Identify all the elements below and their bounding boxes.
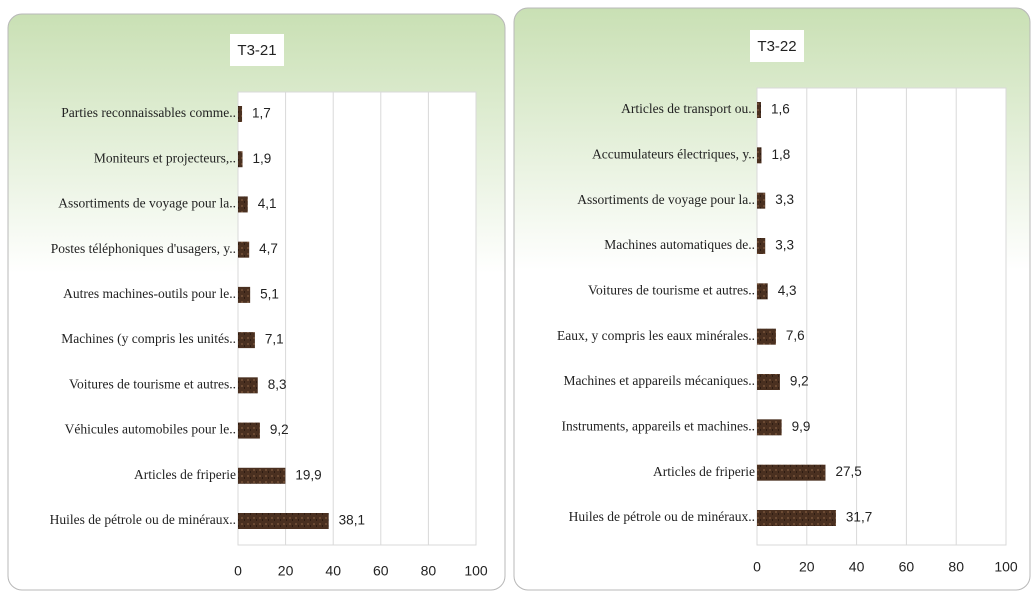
- x-tick-label: 0: [234, 563, 242, 579]
- value-label: 3,3: [775, 238, 794, 253]
- bar: [757, 238, 766, 254]
- bar: [757, 510, 836, 526]
- value-label: 19,9: [295, 467, 321, 482]
- x-tick-label: 80: [421, 563, 437, 579]
- category-label: Accumulateurs électriques, y..: [592, 146, 755, 161]
- bar: [238, 106, 243, 122]
- category-label: Machines (y compris les unités..: [61, 331, 236, 346]
- bar: [757, 102, 761, 118]
- value-label: 8,3: [268, 377, 287, 392]
- value-label: 27,5: [835, 464, 861, 479]
- value-label: 5,1: [260, 286, 279, 301]
- value-label: 9,2: [270, 422, 289, 437]
- bar: [757, 419, 782, 436]
- x-tick-label: 20: [278, 563, 294, 579]
- value-label: 31,7: [846, 510, 872, 525]
- bar: [757, 147, 762, 164]
- x-tick-label: 40: [325, 563, 341, 579]
- value-label: 1,7: [252, 106, 271, 121]
- x-tick-label: 20: [799, 559, 815, 575]
- x-tick-label: 40: [849, 559, 865, 575]
- category-label: Articles de transport ou..: [621, 101, 755, 116]
- category-label: Moniteurs et projecteurs,..: [94, 150, 236, 165]
- value-label: 7,1: [265, 332, 284, 347]
- value-label: 4,7: [259, 241, 278, 256]
- category-label: Voitures de tourisme et autres..: [69, 376, 236, 391]
- x-tick-label: 100: [464, 563, 488, 579]
- title-box: [230, 34, 284, 66]
- bar: [757, 374, 780, 390]
- category-label: Parties reconnaissables comme..: [61, 105, 236, 120]
- bar: [238, 196, 248, 213]
- category-label: Machines et appareils mécaniques..: [563, 373, 755, 388]
- value-label: 4,1: [258, 196, 277, 211]
- bar: [238, 467, 286, 484]
- bar: [757, 192, 766, 209]
- bar: [238, 422, 260, 439]
- category-label: Assortiments de voyage pour la..: [58, 196, 236, 211]
- title-box: [750, 30, 804, 62]
- category-label: Articles de friperie: [653, 464, 755, 479]
- category-label: Huiles de pétrole ou de minéraux..: [569, 509, 755, 524]
- x-tick-label: 80: [948, 559, 964, 575]
- bar: [757, 283, 768, 300]
- value-label: 3,3: [775, 192, 794, 207]
- category-label: Autres machines-outils pour le..: [63, 286, 236, 301]
- bar: [238, 377, 258, 394]
- value-label: 7,6: [786, 328, 805, 343]
- category-label: Assortiments de voyage pour la..: [577, 192, 755, 207]
- bar: [757, 328, 776, 345]
- category-label: Machines automatiques de..: [604, 237, 755, 252]
- value-label: 9,2: [790, 374, 809, 389]
- value-label: 1,9: [253, 151, 272, 166]
- chart-title: T3-22: [757, 38, 796, 55]
- category-label: Huiles de pétrole ou de minéraux..: [50, 512, 236, 527]
- category-label: Véhicules automobiles pour le..: [65, 422, 236, 437]
- bar: [238, 151, 243, 168]
- value-label: 38,1: [339, 513, 365, 528]
- x-tick-label: 60: [899, 559, 915, 575]
- bar: [238, 241, 250, 258]
- bar: [757, 464, 826, 481]
- bar: [238, 332, 255, 349]
- category-label: Eaux, y compris les eaux minérales..: [557, 328, 755, 343]
- chart-title: T3-21: [237, 42, 276, 59]
- value-label: 9,9: [792, 419, 811, 434]
- bar: [238, 286, 251, 303]
- bar: [238, 513, 329, 529]
- value-label: 4,3: [778, 283, 797, 298]
- category-label: Articles de friperie: [134, 467, 236, 482]
- x-tick-label: 100: [994, 559, 1018, 575]
- x-tick-label: 60: [373, 563, 389, 579]
- category-label: Instruments, appareils et machines..: [562, 418, 755, 433]
- x-tick-label: 0: [753, 559, 761, 575]
- value-label: 1,6: [771, 102, 790, 117]
- value-label: 1,8: [771, 147, 790, 162]
- category-label: Postes téléphoniques d'usagers, y..: [51, 241, 236, 256]
- category-label: Voitures de tourisme et autres..: [588, 282, 755, 297]
